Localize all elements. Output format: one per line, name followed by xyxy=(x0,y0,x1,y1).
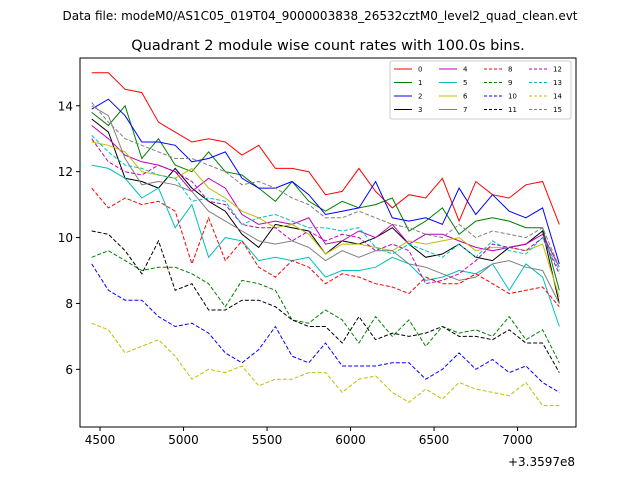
x-axis-offset-label: +3.3597e8 xyxy=(508,455,575,469)
legend-label-9: 9 xyxy=(508,79,512,87)
series-line-12 xyxy=(91,138,560,285)
series-line-7 xyxy=(91,105,560,304)
x-tick-label: 5000 xyxy=(168,433,199,447)
y-tick-label: 8 xyxy=(65,297,73,311)
legend-label-6: 6 xyxy=(463,93,468,101)
chart-title: Quadrant 2 module wise count rates with … xyxy=(131,38,525,54)
series-line-14 xyxy=(91,322,560,407)
legend-label-14: 14 xyxy=(553,93,562,101)
legend-label-5: 5 xyxy=(463,79,467,87)
y-tick-label: 6 xyxy=(65,363,73,377)
y-tick-label: 12 xyxy=(58,165,73,179)
chart-suptitle: Data file: modeM0/AS1C05_019T04_90000038… xyxy=(62,9,577,23)
series-line-10 xyxy=(91,263,560,393)
series-line-13 xyxy=(91,135,560,271)
legend-label-15: 15 xyxy=(553,106,562,114)
plot-lines xyxy=(91,72,560,407)
legend-label-0: 0 xyxy=(418,66,422,74)
series-line-11 xyxy=(91,230,560,373)
x-tick-label: 6500 xyxy=(419,433,450,447)
x-tick-label: 5500 xyxy=(252,433,283,447)
series-line-15 xyxy=(91,102,560,268)
series-line-2 xyxy=(91,98,560,265)
series-line-0 xyxy=(91,72,560,225)
series-line-9 xyxy=(91,250,560,364)
x-axis: 4500 5000 5500 6000 6500 7000 xyxy=(85,427,533,447)
legend-label-10: 10 xyxy=(508,93,517,101)
legend-label-12: 12 xyxy=(553,66,562,74)
x-tick-label: 6000 xyxy=(335,433,366,447)
legend-label-2: 2 xyxy=(418,93,422,101)
legend-label-7: 7 xyxy=(463,106,467,114)
legend-label-13: 13 xyxy=(553,79,562,87)
y-axis: 6 8 10 12 14 xyxy=(58,99,80,377)
y-tick-label: 10 xyxy=(58,231,73,245)
legend-label-11: 11 xyxy=(508,106,517,114)
series-line-5 xyxy=(91,164,560,327)
legend-label-3: 3 xyxy=(418,106,422,114)
legend-label-4: 4 xyxy=(463,66,468,74)
legend-label-1: 1 xyxy=(418,79,422,87)
series-line-8 xyxy=(91,187,560,308)
plot-frame xyxy=(79,57,577,428)
x-tick-label: 7000 xyxy=(502,433,533,447)
legend-label-8: 8 xyxy=(508,66,512,74)
y-tick-label: 14 xyxy=(58,99,73,113)
legend-box xyxy=(389,60,572,120)
x-tick-label: 4500 xyxy=(85,433,116,447)
